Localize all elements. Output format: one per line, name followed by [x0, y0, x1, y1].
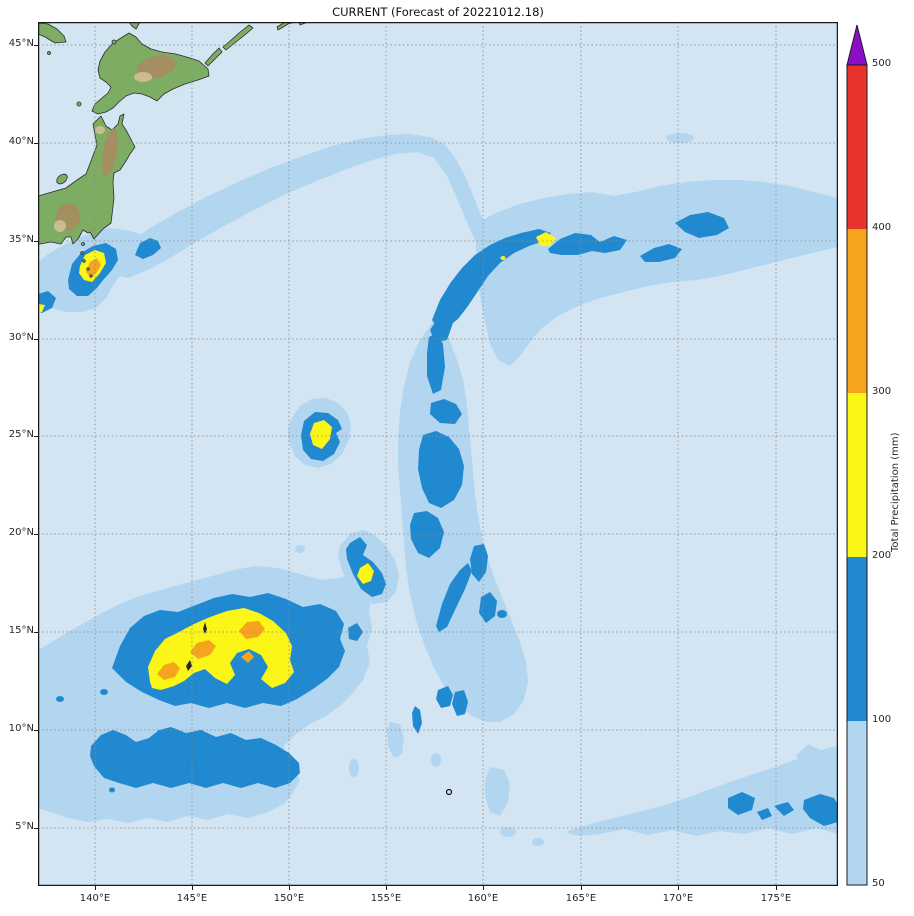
y-tick-label: 15°N [8, 625, 34, 636]
y-tick-label: 40°N [8, 136, 34, 147]
y-tick-label: 20°N [8, 527, 34, 538]
colorbar-tick-label: 500 [872, 58, 892, 69]
izu-island [81, 242, 85, 246]
izu-island [82, 259, 86, 263]
pohnpei-atoll [445, 788, 453, 796]
colorbar-extend-triangle [846, 24, 868, 66]
x-tick-label: 155°E [370, 893, 402, 904]
kunashiri-island [204, 47, 223, 67]
x-tick-label: 170°E [662, 893, 694, 904]
urup-island [276, 22, 296, 31]
y-tick-label: 10°N [8, 723, 34, 734]
y-tick-label: 30°N [8, 332, 34, 343]
colorbar [846, 20, 868, 894]
y-tickmark [34, 534, 38, 535]
x-tickmark [776, 886, 777, 890]
y-tickmark [34, 241, 38, 242]
y-tick-label: 5°N [15, 821, 34, 832]
map-canvas [38, 22, 838, 886]
x-tick-label: 160°E [467, 893, 499, 904]
x-tickmark [483, 886, 484, 890]
colorbar-tick-label: 50 [872, 878, 885, 889]
x-tick-label: 150°E [273, 893, 305, 904]
map-plot-area [38, 22, 838, 886]
sikhote-cape [38, 22, 67, 44]
y-tickmark [34, 828, 38, 829]
x-tickmark [678, 886, 679, 890]
etorofu-island [222, 24, 254, 51]
saipan-island [203, 622, 207, 634]
colorbar-graphic [846, 24, 868, 886]
rishiri-island [111, 39, 117, 45]
land-layer [38, 22, 453, 796]
terrain-shading [54, 55, 176, 232]
x-tick-label: 145°E [176, 893, 208, 904]
y-tick-label: 25°N [8, 429, 34, 440]
y-tickmark [34, 632, 38, 633]
guam-island [186, 660, 192, 671]
colorbar-tick-label: 400 [872, 222, 892, 233]
y-tickmark [34, 143, 38, 144]
y-tickmark [34, 436, 38, 437]
gridlines [38, 22, 838, 886]
y-tickmark [34, 730, 38, 731]
colorbar-tick-label: 200 [872, 550, 892, 561]
precip-300mm-layer [86, 258, 265, 680]
okushiri-island [76, 101, 82, 107]
sado-island [56, 173, 68, 185]
honshu [38, 113, 136, 245]
y-tickmark [34, 339, 38, 340]
y-tick-label: 35°N [8, 234, 34, 245]
x-tick-label: 165°E [565, 893, 597, 904]
colorbar-axis-label: Total Precipitation (mm) [890, 432, 901, 552]
small-island [47, 51, 51, 55]
x-tickmark [289, 886, 290, 890]
precip-100mm-layer [38, 212, 838, 826]
plot-title: CURRENT (Forecast of 20221012.18) [332, 5, 544, 19]
y-tickmark [34, 45, 38, 46]
x-tickmark [192, 886, 193, 890]
colorbar-tick-label: 300 [872, 386, 892, 397]
x-tick-label: 175°E [760, 893, 792, 904]
y-tick-label: 45°N [8, 38, 34, 49]
colorbar-tick-label: 100 [872, 714, 892, 725]
x-tickmark [386, 886, 387, 890]
x-tick-label: 140°E [79, 893, 111, 904]
izu-island [89, 274, 93, 278]
sakhalin-tip [128, 22, 141, 30]
izu-island [86, 267, 90, 271]
x-tickmark [581, 886, 582, 890]
x-tickmark [95, 886, 96, 890]
plot-frame [38, 22, 838, 886]
izu-island [80, 251, 84, 255]
